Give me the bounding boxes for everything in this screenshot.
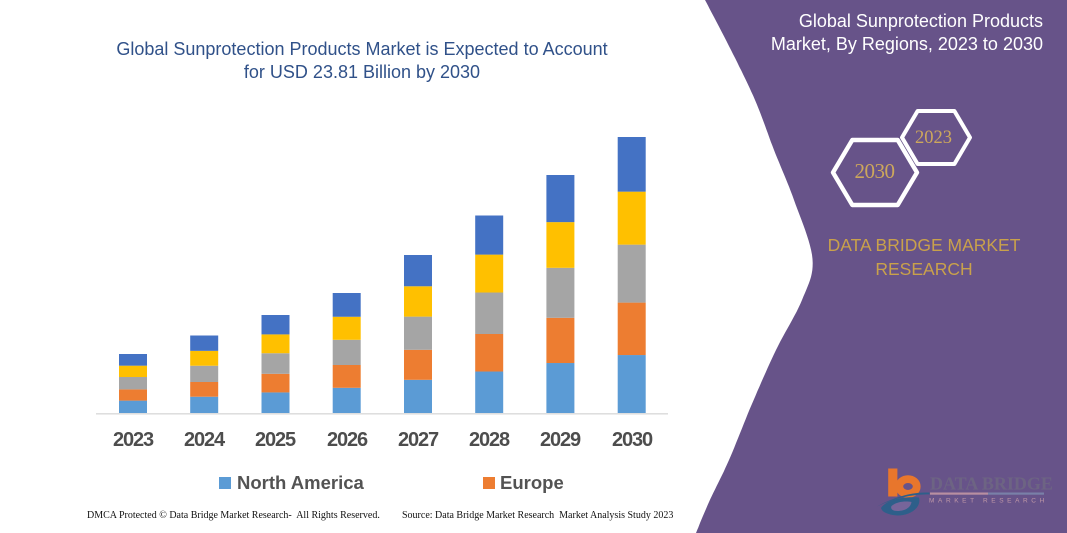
- svg-text:MARKET RESEARCH: MARKET RESEARCH: [929, 498, 1048, 505]
- svg-text:DATA BRIDGE: DATA BRIDGE: [930, 474, 1052, 494]
